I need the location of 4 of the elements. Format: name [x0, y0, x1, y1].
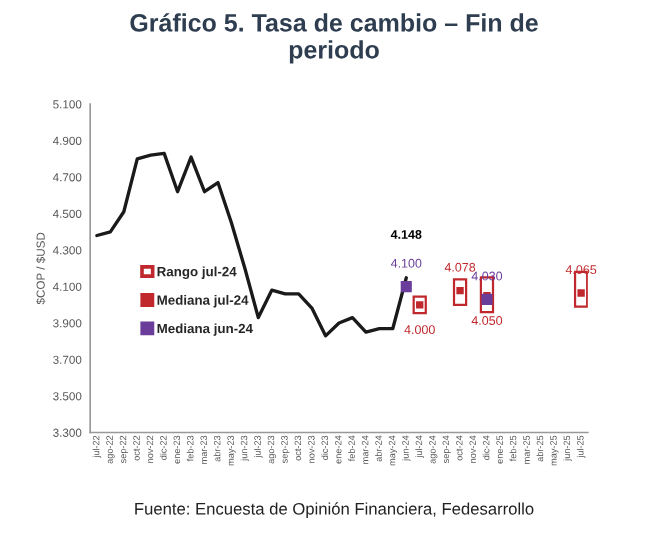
source-note: Fuente: Encuesta de Opinión Financiera, Fedesarrollo — [135, 502, 534, 518]
chart-title: Gráfico 5. Tasa de cambio – Fin de periodo — [130, 13, 538, 64]
point — [577, 289, 585, 297]
point — [400, 281, 412, 293]
